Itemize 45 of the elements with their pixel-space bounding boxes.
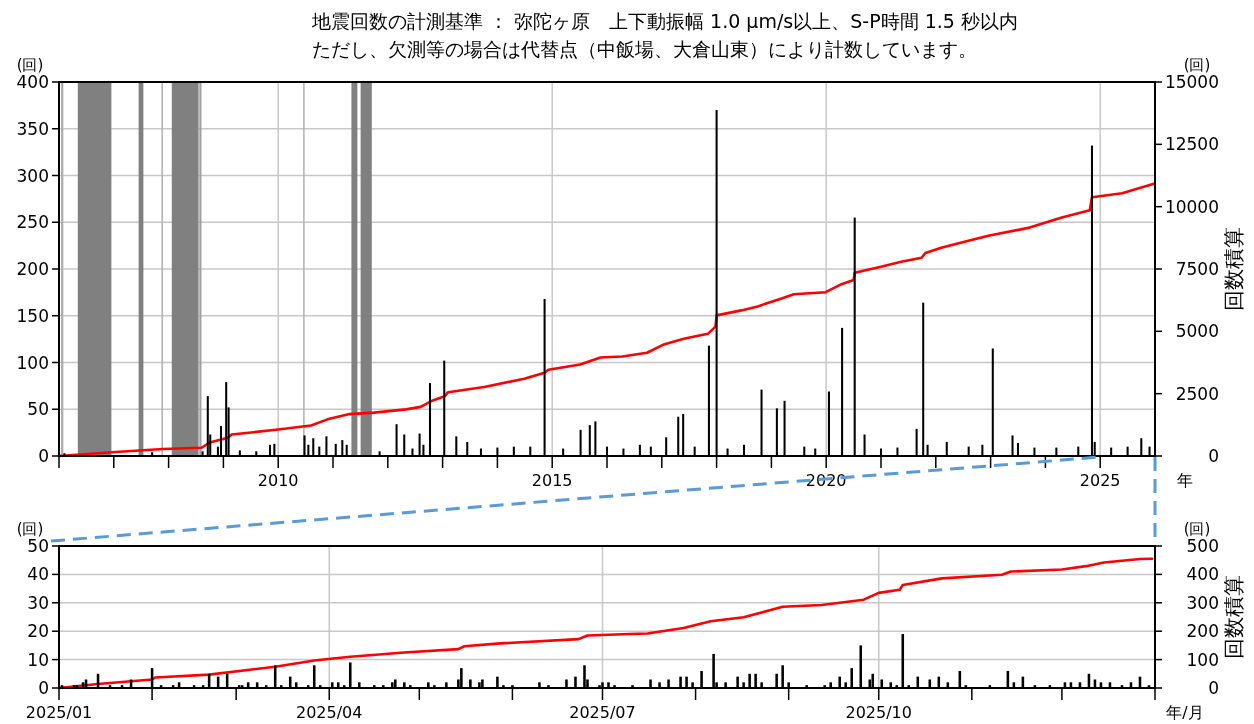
x-tick-label: 2025/10 bbox=[845, 703, 912, 722]
y2-tick-label: 400 bbox=[1186, 564, 1219, 585]
y2-tick-label: 200 bbox=[1186, 621, 1219, 642]
y-axis-title: (回) bbox=[16, 56, 44, 74]
y2-axis-title: 回数積算 bbox=[1222, 227, 1246, 311]
y2-tick-label: 2500 bbox=[1175, 383, 1219, 404]
y-tick-label: 200 bbox=[16, 259, 49, 279]
x-tick-label: 2015 bbox=[531, 471, 573, 490]
y-tick-label: 350 bbox=[16, 118, 49, 139]
y2-tick-label: 500 bbox=[1186, 536, 1219, 556]
y-tick-label: 40 bbox=[27, 564, 49, 585]
x-axis-title: 年 bbox=[1177, 471, 1193, 490]
y2-tick-label: 100 bbox=[1186, 649, 1219, 670]
y-tick-label: 400 bbox=[16, 72, 49, 92]
x-tick-label: 2025/07 bbox=[569, 703, 636, 722]
y2-tick-label: 5000 bbox=[1175, 321, 1219, 342]
x-tick-label: 2025/04 bbox=[296, 703, 363, 722]
chart-title: 地震回数の計測基準 ： 弥陀ヶ原 上下動振幅 1.0 μm/s以上、S-P時間 1.5 秒以内 bbox=[311, 10, 1018, 32]
y2-axis-title: 回数積算 bbox=[1222, 575, 1246, 659]
y-tick-label: 250 bbox=[16, 212, 49, 233]
chart-subtitle: ただし、欠測等の場合は代替点（中飯場、大倉山東）により計数しています。 bbox=[312, 38, 977, 60]
y-tick-label: 20 bbox=[27, 621, 49, 642]
x-tick-label: 2025/01 bbox=[25, 703, 93, 722]
y2-tick-label: 15000 bbox=[1164, 72, 1219, 92]
y-tick-label: 0 bbox=[38, 446, 49, 466]
y-tick-label: 50 bbox=[27, 536, 49, 556]
y-tick-label: 10 bbox=[27, 649, 49, 670]
x-tick-label: 2010 bbox=[257, 471, 299, 490]
y-tick-label: 30 bbox=[27, 592, 49, 613]
y-tick-label: 100 bbox=[16, 352, 49, 373]
y2-tick-label: 10000 bbox=[1164, 196, 1219, 217]
y2-tick-label: 12500 bbox=[1164, 134, 1219, 155]
y-tick-label: 0 bbox=[38, 678, 49, 698]
y-tick-label: 50 bbox=[27, 399, 49, 420]
y2-tick-label: 0 bbox=[1208, 446, 1219, 466]
y2-tick-label: 0 bbox=[1208, 678, 1219, 698]
y2-tick-label: 300 bbox=[1186, 592, 1219, 613]
y2-tick-label: 7500 bbox=[1175, 259, 1219, 279]
text: (回) bbox=[1183, 56, 1211, 74]
x-tick-label: 2025 bbox=[1079, 471, 1121, 490]
text: (回) bbox=[1183, 520, 1211, 538]
y-tick-label: 300 bbox=[16, 165, 49, 186]
x-axis-title: 年/月 bbox=[1166, 703, 1204, 722]
y-axis-title: (回) bbox=[16, 520, 44, 538]
y-tick-label: 150 bbox=[16, 305, 49, 326]
